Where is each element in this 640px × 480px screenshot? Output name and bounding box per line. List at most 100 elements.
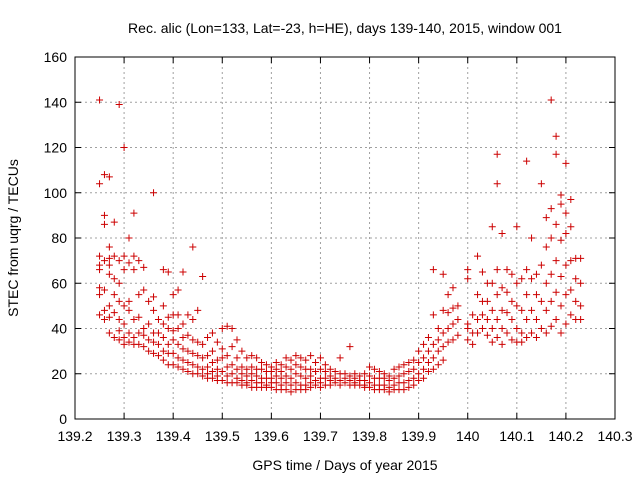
- x-tick-label: 140.2: [548, 428, 583, 444]
- data-point: [179, 345, 187, 353]
- x-tick-label: 139.2: [57, 428, 92, 444]
- data-point: [130, 252, 138, 260]
- data-point: [410, 356, 418, 364]
- data-point: [120, 302, 128, 310]
- data-point: [562, 229, 570, 237]
- data-point: [420, 365, 428, 373]
- data-point: [424, 334, 432, 342]
- data-point: [518, 338, 526, 346]
- data-point: [292, 352, 300, 360]
- data-point: [537, 325, 545, 332]
- data-point: [297, 372, 305, 380]
- data-point: [233, 354, 241, 362]
- data-point: [562, 291, 570, 299]
- data-point: [130, 266, 138, 274]
- data-point: [331, 379, 339, 387]
- data-point: [449, 284, 457, 292]
- data-point: [518, 306, 526, 314]
- data-point: [292, 379, 300, 387]
- data-point: [567, 196, 575, 204]
- data-point: [287, 388, 295, 396]
- data-point: [154, 340, 162, 348]
- data-point: [429, 354, 437, 362]
- data-point: [223, 352, 231, 360]
- data-point: [552, 150, 560, 158]
- data-point: [508, 315, 516, 323]
- data-point: [194, 363, 202, 371]
- data-point: [164, 340, 172, 348]
- data-point: [105, 270, 113, 278]
- data-point: [513, 279, 521, 287]
- data-point: [179, 365, 187, 373]
- data-point: [130, 209, 138, 217]
- data-point: [439, 306, 447, 314]
- data-point: [267, 383, 275, 391]
- data-point: [321, 361, 329, 369]
- data-point: [444, 338, 452, 346]
- data-point: [474, 329, 482, 337]
- y-tick-label: 80: [51, 230, 67, 246]
- data-point: [478, 268, 486, 276]
- data-point: [312, 358, 320, 366]
- data-point: [488, 279, 496, 287]
- data-point: [572, 275, 580, 283]
- data-point: [145, 336, 153, 344]
- data-point: [577, 279, 585, 287]
- data-point: [454, 331, 462, 339]
- data-point: [552, 257, 560, 265]
- data-point: [189, 243, 197, 251]
- data-point: [326, 365, 334, 373]
- data-point: [483, 315, 491, 323]
- data-point: [361, 370, 369, 378]
- data-point: [528, 275, 536, 283]
- data-point: [282, 354, 290, 362]
- data-point: [557, 191, 565, 199]
- data-point: [282, 372, 290, 380]
- data-point: [302, 374, 310, 382]
- data-point: [552, 315, 560, 323]
- data-point: [415, 370, 423, 378]
- data-point: [523, 266, 531, 274]
- data-point: [184, 367, 192, 375]
- data-point: [199, 372, 207, 380]
- data-point: [115, 279, 123, 287]
- data-point: [464, 275, 472, 283]
- data-point: [100, 211, 108, 219]
- data-point: [547, 96, 555, 104]
- data-point: [547, 322, 555, 330]
- data-point: [277, 374, 285, 382]
- data-point: [184, 331, 192, 339]
- y-tick-label: 120: [44, 140, 68, 156]
- data-point: [577, 315, 585, 323]
- data-point: [503, 329, 511, 337]
- data-point: [145, 347, 153, 355]
- data-point: [228, 343, 236, 351]
- data-point: [179, 320, 187, 328]
- data-point: [513, 302, 521, 310]
- data-point: [562, 261, 570, 269]
- x-tick-label: 139.7: [303, 428, 338, 444]
- data-point: [218, 367, 226, 375]
- data-point: [100, 306, 108, 314]
- x-tick-label: 139.9: [401, 428, 436, 444]
- data-point: [557, 302, 565, 310]
- data-point: [282, 363, 290, 371]
- data-point: [542, 306, 550, 314]
- data-point: [272, 358, 280, 366]
- data-point: [100, 171, 108, 179]
- data-point: [282, 386, 290, 394]
- data-point: [420, 374, 428, 382]
- chart-title: Rec. alic (Lon=133, Lat=-23, h=HE), days…: [128, 20, 562, 36]
- data-point: [125, 306, 133, 314]
- data-point: [130, 315, 138, 323]
- data-point: [135, 340, 143, 348]
- data-point: [331, 367, 339, 375]
- data-point: [204, 352, 212, 360]
- data-point: [243, 372, 251, 380]
- data-point: [434, 347, 442, 355]
- data-point: [523, 157, 531, 165]
- data-point: [483, 331, 491, 339]
- data-point: [562, 209, 570, 217]
- data-point: [542, 243, 550, 251]
